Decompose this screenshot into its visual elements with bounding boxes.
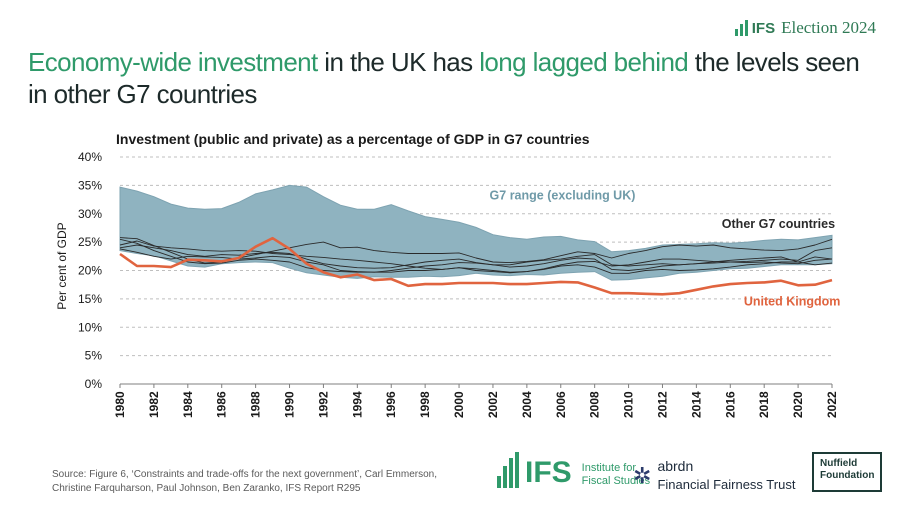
x-tick-label: 1980	[113, 391, 127, 418]
other-g7-series-line	[119, 238, 833, 273]
ifs-logo: IFS Institute for Fiscal Studies	[497, 452, 650, 488]
chart-title: Investment (public and private) as a per…	[116, 131, 590, 147]
brand-name: IFS	[751, 19, 776, 37]
x-tick-label: 2018	[757, 391, 771, 418]
source-note: Source: Figure 6, ‘Constraints and trade…	[52, 469, 437, 494]
annotation-label: G7 range (excluding UK)	[490, 189, 636, 203]
y-tick-label: 35%	[78, 178, 102, 192]
uk-series-line	[119, 236, 833, 296]
ifs-logo-sub: Institute for Fiscal Studies	[582, 462, 650, 488]
x-tick-label: 1996	[384, 391, 398, 418]
ifs-logo-bars-icon	[497, 452, 519, 488]
headline-part: long lagged behind	[479, 47, 689, 77]
x-tick-label: 2006	[554, 391, 568, 418]
x-tick-label: 1990	[283, 391, 297, 418]
y-tick-label: 10%	[78, 320, 102, 334]
annotation-label: Other G7 countries	[722, 217, 835, 231]
y-axis-label: Per cent of GDP	[55, 222, 69, 309]
x-tick-label: 2016	[723, 391, 737, 418]
ifs-logo-line2: Fiscal Studies	[581, 475, 651, 487]
y-tick-label: 30%	[78, 207, 102, 221]
headline-part: the levels seen in other G7 countries	[28, 47, 860, 109]
x-tick-label: 2022	[825, 391, 839, 418]
brand-header: IFS Election 2024	[734, 18, 876, 38]
abrdn-line2: Financial Fairness Trust	[657, 477, 796, 492]
axes: 1980 1982 1984 1986 1988 1990 1992 1994 1996 1998…	[113, 383, 839, 418]
headline: Economy-wide investment in the UK has lo…	[28, 46, 868, 110]
nuffield-line2: Foundation	[820, 470, 875, 481]
annotations: G7 range (excluding UK) Other G7 countrie…	[490, 189, 841, 309]
x-tick-label: 2008	[588, 391, 602, 418]
annotation-label: United Kingdom	[744, 295, 841, 309]
ifs-logo-word: IFS	[525, 456, 572, 489]
x-tick-label: 1992	[316, 391, 330, 418]
y-tick-label: 20%	[78, 264, 102, 278]
x-tick-label: 1986	[215, 391, 229, 418]
ifs-bars-icon	[734, 20, 748, 36]
headline-part: in the UK has	[317, 47, 480, 77]
ifs-logo-line1: Institute for	[581, 462, 637, 474]
other-g7-series-line	[119, 240, 833, 273]
y-tick-label: 5%	[85, 349, 103, 363]
y-tick-label: 15%	[78, 292, 102, 306]
y-tick-label: 25%	[78, 235, 102, 249]
g7-range-area	[119, 184, 833, 281]
x-tick-label: 1998	[418, 391, 432, 418]
other-g7-series-line	[119, 244, 833, 269]
abrdn-line1: abrdn	[657, 458, 694, 474]
y-tick-label: 40%	[78, 150, 102, 164]
x-tick-label: 2002	[486, 391, 500, 418]
g7-range-band	[119, 184, 833, 281]
nuffield-line1: Nuffield	[820, 458, 858, 469]
x-tick-label: 1984	[181, 391, 195, 418]
x-tick-label: 1988	[249, 391, 263, 418]
x-tick-label: 2020	[791, 391, 805, 418]
x-tick-label: 2000	[452, 391, 466, 418]
abrdn-mark-icon: ✲	[633, 463, 652, 488]
headline-part: Economy-wide investment	[28, 47, 318, 77]
x-tick-label: 2004	[520, 391, 534, 418]
abrdn-logo: ✲ abrdn Financial Fairness Trust	[633, 458, 795, 494]
x-tick-label: 2010	[622, 391, 636, 418]
y-tick-label: 0%	[85, 377, 103, 391]
x-tick-label: 2014	[689, 391, 703, 418]
x-tick-label: 1982	[147, 391, 161, 418]
brand-label: Election 2024	[781, 18, 876, 37]
nuffield-logo: Nuffield Foundation	[812, 452, 882, 492]
x-tick-label: 1994	[350, 391, 364, 418]
uk-line	[119, 236, 833, 296]
x-tick-label: 2012	[656, 391, 670, 418]
